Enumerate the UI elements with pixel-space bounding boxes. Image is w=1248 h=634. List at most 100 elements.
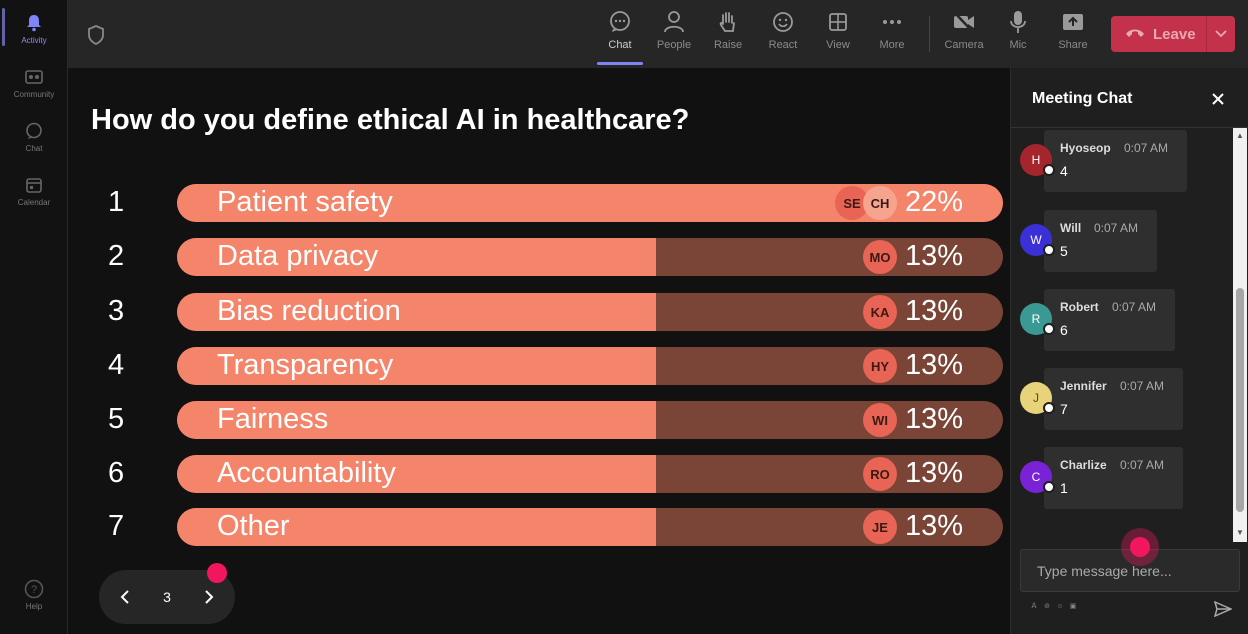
message-bubble[interactable]: Will 0:07 AM 5: [1044, 210, 1157, 272]
scroll-down-icon[interactable]: ▼: [1236, 528, 1244, 537]
send-icon[interactable]: [1212, 598, 1234, 620]
toolbar-people-button[interactable]: People: [648, 10, 700, 51]
toolbar-label: View: [826, 39, 850, 51]
leave-options-button[interactable]: [1207, 16, 1235, 52]
option-bar-fill: [177, 347, 656, 385]
scrollbar-thumb[interactable]: [1236, 288, 1244, 512]
toolbar-label: People: [656, 39, 692, 51]
rail-label: Activity: [21, 36, 47, 45]
option-number: 2: [108, 240, 125, 272]
option-percentage: 13%: [904, 457, 963, 489]
gif-icon[interactable]: ▣: [1069, 603, 1077, 610]
toolbar-react-button[interactable]: React: [757, 10, 809, 51]
chat-message: Will 0:07 AM 5 W: [1011, 210, 1237, 274]
option-bar-fill: [177, 401, 656, 439]
shield-icon[interactable]: [86, 24, 106, 46]
rail-label: Calendar: [17, 198, 51, 207]
presence-indicator: [1043, 164, 1055, 176]
toolbar-mic-button[interactable]: Mic: [992, 10, 1044, 51]
option-label: Accountability: [217, 457, 396, 489]
option-label: Transparency: [217, 349, 394, 381]
message-sender: Charlize: [1060, 458, 1107, 472]
presence-indicator: [1043, 402, 1055, 414]
message-timestamp: 0:07 AM: [1120, 458, 1165, 472]
toolbar-view-button[interactable]: View: [812, 10, 864, 51]
message-bubble[interactable]: Charlize 0:07 AM 1: [1044, 447, 1183, 509]
option-number: 5: [108, 403, 125, 435]
option-percentage: 22%: [904, 186, 963, 218]
emoji-icon[interactable]: ☺: [1056, 602, 1064, 610]
bell-icon: [23, 12, 45, 34]
message-bubble[interactable]: Hyoseop 0:07 AM 4: [1044, 130, 1187, 192]
poll-option-row: 3 Bias reduction KA 13%: [68, 293, 1010, 331]
option-bar: Patient safety SE CH 22%: [177, 184, 1003, 222]
chevron-down-icon: [1215, 25, 1227, 43]
leave-label: Leave: [1153, 25, 1196, 43]
message-timestamp: 0:07 AM: [1112, 300, 1157, 314]
close-icon[interactable]: [1207, 88, 1229, 110]
message-text: 1: [1060, 480, 1068, 496]
voter-avatar: KA: [863, 295, 897, 329]
rail-item-community[interactable]: Community: [0, 66, 68, 99]
page-number: 3: [163, 589, 171, 605]
option-bar-fill: [177, 238, 656, 276]
message-timestamp: 0:07 AM: [1120, 379, 1165, 393]
chat-message: Charlize 0:07 AM 1 C: [1011, 447, 1237, 511]
format-icon[interactable]: Ａ: [1030, 603, 1038, 610]
message-text: 4: [1060, 163, 1068, 179]
toolbar-chat-button[interactable]: Chat: [594, 10, 646, 51]
message-input[interactable]: [1021, 550, 1239, 591]
toolbar-more-button[interactable]: More: [866, 10, 918, 51]
option-percentage: 13%: [904, 295, 963, 327]
meeting-chat-panel: Meeting Chat Hyoseop 0:07 AM 4 H Will 0:07 AM…: [1010, 68, 1248, 634]
chat-message: Robert 0:07 AM 6 R: [1011, 289, 1237, 353]
message-sender: Robert: [1060, 300, 1099, 314]
poll-option-row: 7 Other JE 13%: [68, 508, 1010, 546]
message-text: 5: [1060, 243, 1068, 259]
leave-button[interactable]: Leave: [1111, 16, 1235, 52]
rail-item-chat[interactable]: Chat: [0, 120, 68, 153]
rail-item-calendar[interactable]: Calendar: [0, 174, 68, 207]
chat-scrollbar[interactable]: ▲ ▼: [1233, 128, 1247, 542]
toolbar-camera-button[interactable]: Camera: [938, 10, 990, 51]
option-percentage: 13%: [904, 349, 963, 381]
scroll-up-icon[interactable]: ▲: [1236, 131, 1244, 140]
poll-option-row: 4 Transparency HY 13%: [68, 347, 1010, 385]
poll-stage: How do you define ethical AI in healthca…: [68, 68, 1010, 634]
rail-item-help[interactable]: ? Help: [0, 578, 68, 611]
rail-item-activity[interactable]: Activity: [0, 12, 68, 45]
option-number: 1: [108, 186, 125, 218]
message-bubble[interactable]: Jennifer 0:07 AM 7: [1044, 368, 1183, 430]
leave-main[interactable]: Leave: [1111, 16, 1207, 52]
chat-message: Jennifer 0:07 AM 7 J: [1011, 368, 1237, 432]
option-number: 4: [108, 349, 125, 381]
rail-active-indicator: [2, 8, 5, 46]
phone-hangup-icon: [1125, 25, 1145, 43]
voter-avatar: CH: [863, 186, 897, 220]
attach-icon[interactable]: ⊘: [1044, 603, 1050, 610]
toolbar-share-button[interactable]: Share: [1047, 10, 1099, 51]
previous-button[interactable]: [113, 585, 137, 609]
message-compose: [1020, 549, 1240, 592]
poll-option-row: 2 Data privacy MO 13%: [68, 238, 1010, 276]
presence-indicator: [1043, 481, 1055, 493]
people-icon: [662, 10, 686, 34]
message-bubble[interactable]: Robert 0:07 AM 6: [1044, 289, 1175, 351]
poll-option-row: 6 Accountability RO 13%: [68, 455, 1010, 493]
option-label: Data privacy: [217, 240, 379, 272]
voter-avatar: SE: [835, 186, 869, 220]
next-button[interactable]: [197, 585, 221, 609]
poll-option-row: 5 Fairness WI 13%: [68, 401, 1010, 439]
option-label: Other: [217, 510, 290, 542]
option-percentage: 13%: [904, 510, 963, 542]
option-label: Patient safety: [217, 186, 393, 218]
message-sender: Hyoseop: [1060, 141, 1111, 155]
chat-title: Meeting Chat: [1032, 90, 1133, 107]
toolbar-raise-button[interactable]: Raise: [702, 10, 754, 51]
grid-icon: [826, 10, 850, 34]
help-icon: ?: [23, 578, 45, 600]
option-bar: Transparency HY 13%: [177, 347, 1003, 385]
option-bar-fill: [177, 293, 656, 331]
voter-avatar: MO: [863, 240, 897, 274]
meeting-toolbar: Chat People Raise React View More C: [68, 0, 1248, 68]
